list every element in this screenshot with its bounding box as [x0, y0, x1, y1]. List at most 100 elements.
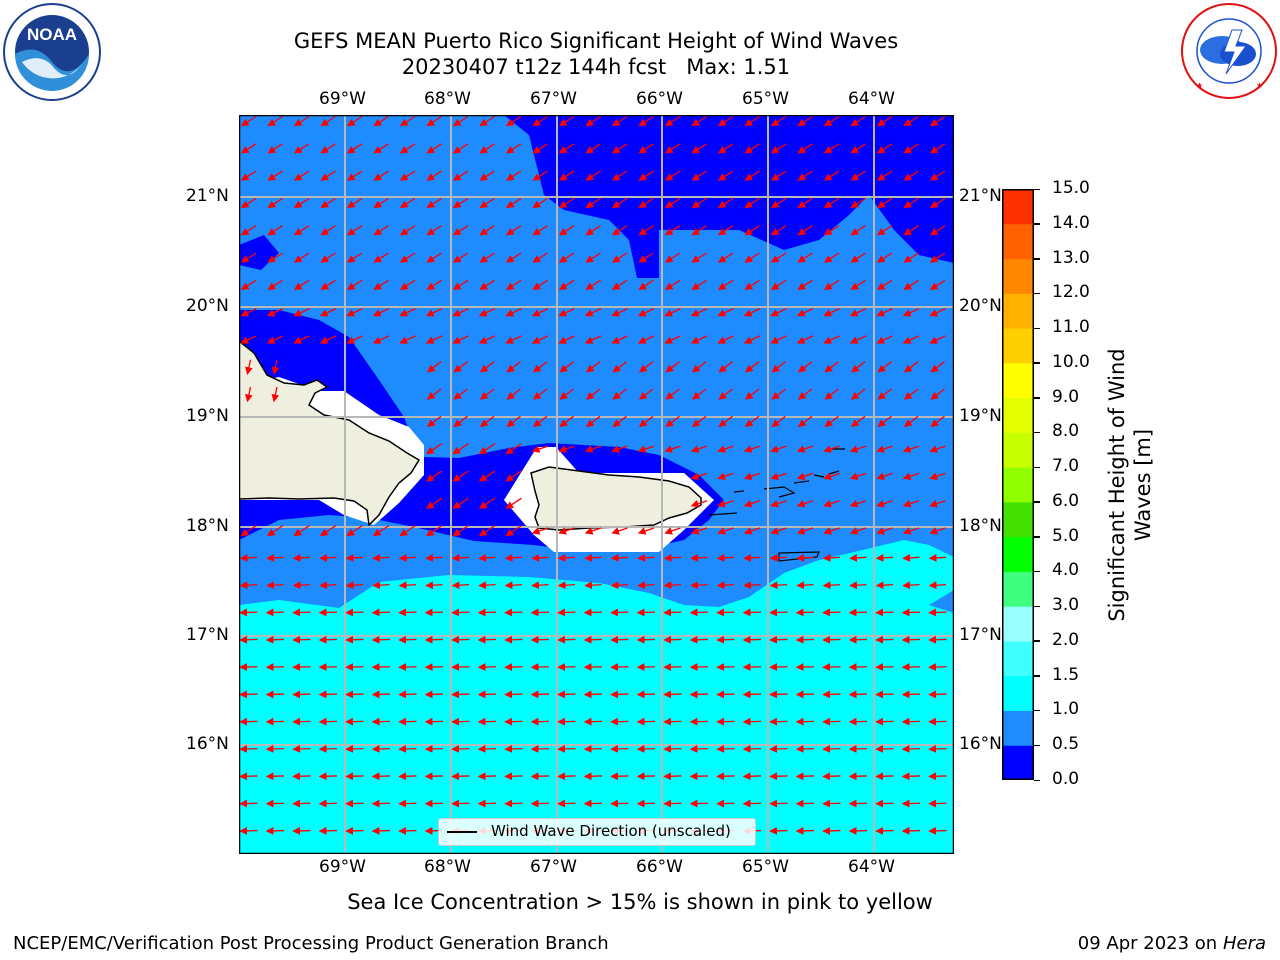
wave-direction-arrow	[795, 608, 815, 617]
wave-direction-arrow	[557, 663, 576, 671]
wave-direction-arrow	[876, 335, 893, 344]
wave-direction-arrow	[293, 524, 310, 537]
wave-direction-arrow	[823, 308, 840, 317]
wave-direction-arrow	[690, 581, 708, 590]
wave-direction-arrow	[742, 745, 762, 753]
lon-label-bottom: 67°W	[530, 857, 577, 877]
wave-direction-arrow	[531, 554, 549, 562]
colorbar-tick-label: 15.0	[1052, 178, 1090, 198]
lon-label-top: 69°W	[319, 89, 366, 109]
wave-direction-arrow	[583, 717, 603, 726]
wave-direction-arrow	[293, 115, 310, 127]
wave-direction-arrow	[453, 361, 468, 373]
wave-direction-arrow	[318, 690, 338, 699]
wave-direction-arrow	[266, 581, 284, 590]
wave-direction-arrow	[770, 170, 787, 181]
wave-direction-arrow	[691, 170, 707, 181]
wave-direction-arrow	[770, 445, 787, 453]
wave-direction-arrow	[504, 772, 523, 781]
colorbar-tick-label: 7.0	[1052, 456, 1080, 477]
wave-direction-arrow	[742, 690, 762, 699]
lon-label-bottom: 65°W	[742, 857, 789, 877]
wave-direction-arrow	[425, 581, 443, 590]
legend-line-sample	[447, 831, 477, 833]
wave-direction-arrow	[239, 608, 258, 617]
wave-direction-arrow	[876, 445, 893, 453]
wave-direction-arrow	[929, 115, 946, 127]
wave-direction-arrow	[611, 197, 628, 209]
wave-direction-arrow	[245, 359, 253, 375]
wave-direction-arrow	[557, 799, 576, 808]
wave-direction-arrow	[690, 527, 708, 535]
wave-direction-arrow	[717, 252, 734, 263]
wave-direction-arrow	[876, 527, 893, 535]
wave-direction-arrow	[425, 497, 443, 509]
wave-direction-arrow	[451, 690, 470, 699]
wave-direction-arrow	[848, 772, 868, 781]
wave-direction-arrow	[373, 225, 389, 236]
wave-direction-arrow	[479, 279, 495, 291]
wave-direction-arrow	[797, 225, 813, 236]
wave-direction-arrow	[877, 415, 892, 428]
wave-direction-arrow	[664, 197, 681, 209]
wave-direction-arrow	[371, 635, 391, 644]
wave-direction-arrow	[850, 388, 866, 400]
wave-direction-arrow	[318, 608, 338, 617]
wave-direction-arrow	[689, 608, 709, 617]
wave-direction-arrow	[557, 635, 576, 644]
colorbar-tick-mark	[1034, 431, 1040, 434]
wave-direction-arrow	[611, 308, 628, 317]
wave-direction-arrow	[585, 115, 601, 127]
wave-direction-arrow	[663, 581, 682, 590]
wave-direction-arrow	[451, 663, 470, 671]
wave-direction-arrow	[636, 799, 656, 808]
wave-direction-arrow	[928, 554, 947, 562]
wave-direction-arrow	[797, 388, 813, 400]
wave-direction-arrow	[452, 308, 469, 317]
wave-direction-arrow	[452, 279, 469, 291]
wave-direction-arrow	[691, 115, 707, 127]
wave-direction-arrow	[585, 279, 601, 291]
wave-direction-arrow	[876, 170, 893, 181]
wave-direction-arrow	[292, 745, 311, 753]
wave-direction-arrow	[239, 799, 258, 808]
wave-direction-arrow	[638, 388, 654, 400]
wave-direction-arrow	[583, 663, 603, 671]
wave-direction-arrow	[795, 717, 815, 726]
wave-direction-arrow	[239, 690, 258, 699]
lon-label-top: 67°W	[530, 89, 577, 109]
wave-direction-arrow	[690, 499, 708, 508]
wave-direction-arrow	[478, 443, 496, 455]
wave-direction-arrow	[451, 608, 470, 617]
colorbar-tick-mark	[1034, 501, 1040, 503]
wave-direction-arrow	[451, 554, 470, 562]
wave-direction-arrow	[293, 279, 310, 291]
svg-text:★: ★	[1256, 81, 1263, 90]
lon-label-bottom: 64°W	[848, 857, 895, 877]
wave-direction-arrow	[744, 225, 760, 236]
colorbar-bin	[1002, 258, 1034, 294]
wave-direction-arrow	[584, 445, 602, 453]
footer-credit: NCEP/EMC/Verification Post Processing Pr…	[13, 933, 609, 954]
wave-direction-arrow	[371, 717, 391, 726]
wave-direction-arrow	[292, 717, 311, 726]
wave-direction-arrow	[345, 799, 364, 808]
wave-direction-arrow	[717, 445, 734, 453]
wave-direction-arrow	[425, 554, 443, 562]
wave-direction-arrow	[506, 361, 521, 373]
land-puerto-rico	[530, 466, 702, 531]
wave-direction-arrow	[345, 690, 364, 699]
wave-direction-arrow	[929, 499, 946, 508]
wave-direction-arrow	[373, 143, 389, 154]
wave-direction-arrow	[823, 279, 840, 291]
wave-direction-arrow	[875, 826, 894, 835]
wave-direction-arrow	[426, 143, 442, 154]
wave-direction-arrow	[585, 388, 601, 400]
colorbar-tick-label: 6.0	[1052, 490, 1080, 511]
wave-direction-arrow	[505, 524, 522, 537]
footer-machine: Hera	[1222, 933, 1266, 954]
wave-direction-arrow	[531, 335, 549, 344]
wave-direction-arrow	[372, 524, 390, 537]
wave-direction-arrow	[345, 772, 364, 781]
wave-direction-arrow	[479, 388, 495, 400]
